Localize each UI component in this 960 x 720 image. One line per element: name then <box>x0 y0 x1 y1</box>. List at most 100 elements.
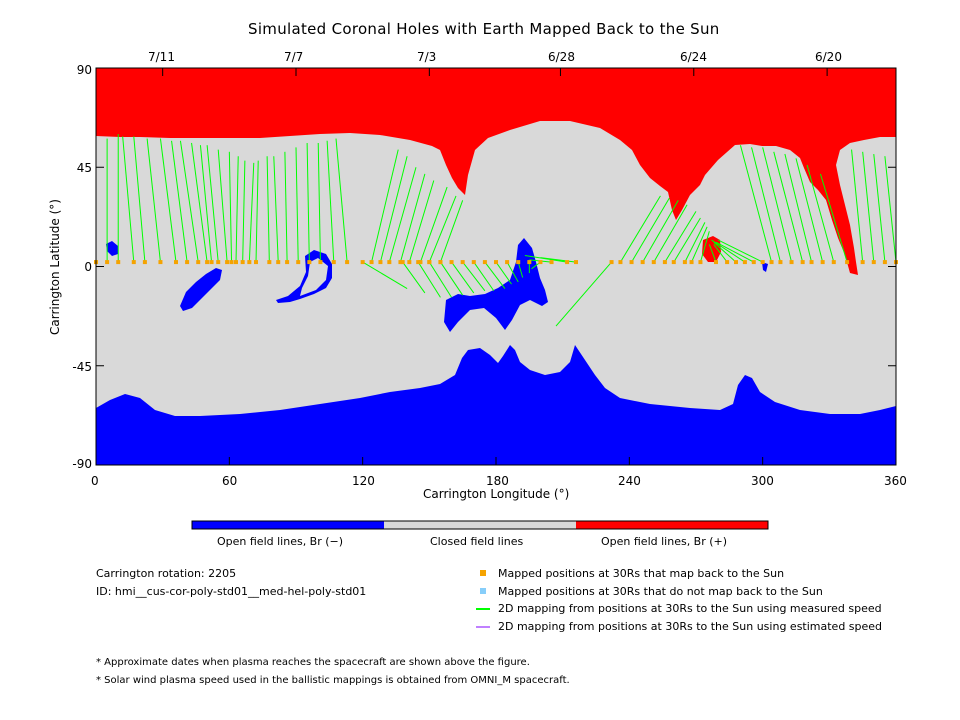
mapped-point <box>234 260 238 265</box>
mapping-line <box>691 226 708 263</box>
mapping-line <box>708 244 717 263</box>
mapping-line <box>242 160 246 263</box>
mapped-point <box>240 260 245 265</box>
mapped-point <box>574 260 578 265</box>
x-tick-label: 360 <box>884 474 907 488</box>
mapped-point <box>400 260 405 265</box>
mapped-point <box>438 260 443 265</box>
mapping-line <box>773 151 804 263</box>
axis-ticks <box>95 67 897 466</box>
mapping-line <box>462 261 486 292</box>
mapped-point <box>820 260 825 265</box>
mapped-point <box>698 260 703 265</box>
mapped-point <box>267 260 272 265</box>
mapping-line <box>699 231 710 263</box>
mapping-line <box>642 200 679 263</box>
x-tick-label: 120 <box>352 474 375 488</box>
blue-spike-302 <box>762 262 768 272</box>
colorbar-label-positive: Open field lines, Br (+) <box>601 535 728 548</box>
mapping-line <box>402 261 426 294</box>
mapped-point <box>345 260 350 265</box>
mapping-line <box>555 261 612 327</box>
mapped-point <box>369 260 374 265</box>
mapped-point <box>516 260 521 265</box>
colorbar-label-negative: Open field lines, Br (−) <box>217 535 344 548</box>
legend-label-unmapped: Mapped positions at 30Rs that do not map… <box>498 585 823 598</box>
mapped-point <box>640 260 645 265</box>
mapped-point <box>247 260 252 265</box>
mapped-point <box>116 260 121 265</box>
mapped-point <box>689 260 694 265</box>
mapped-point <box>360 260 365 265</box>
mapping-line <box>371 149 399 263</box>
legend-swatch-mapped <box>480 570 486 576</box>
mapping-line <box>217 149 228 263</box>
mapping-line <box>295 147 299 263</box>
mapped-point <box>205 260 210 265</box>
y-tick-label: 45 <box>76 161 92 175</box>
chart-title: Simulated Coronal Holes with Earth Mappe… <box>248 20 720 38</box>
mapping-line <box>428 195 457 263</box>
mapped-point <box>158 260 163 265</box>
colorbar-label-closed: Closed field lines <box>430 535 524 548</box>
mapping-line <box>362 261 408 289</box>
mapped-point <box>505 260 510 265</box>
y-tick-label: -45 <box>72 360 92 374</box>
legend-label-mapped: Mapped positions at 30Rs that map back t… <box>498 567 785 580</box>
mapped-point <box>331 260 336 265</box>
mapping-line <box>133 136 146 263</box>
x-tick-label: 60 <box>222 474 238 488</box>
mapped-point <box>882 260 887 265</box>
legend-label-measured: 2D mapping from positions at 30Rs to the… <box>498 602 882 615</box>
mapped-point <box>565 260 570 265</box>
mapping-line <box>206 145 219 263</box>
mapping-line <box>440 261 464 296</box>
top-date-label: 6/20 <box>815 50 842 64</box>
colorbar-frame <box>191 520 769 530</box>
mapped-point <box>609 260 614 265</box>
colorbar-negative <box>192 521 384 529</box>
mapped-point <box>549 260 554 265</box>
mapped-point <box>742 260 747 265</box>
mapping-line <box>762 147 793 263</box>
mapped-point <box>714 260 718 265</box>
mapped-point <box>800 260 805 265</box>
y-tick-label: 0 <box>84 260 92 274</box>
mapped-point <box>860 260 865 265</box>
mapped-point <box>845 260 850 265</box>
mapping-line <box>484 261 506 289</box>
mapping-line <box>517 261 524 278</box>
mapping-line <box>326 140 335 263</box>
mapping-line <box>335 138 348 263</box>
mapping-line <box>664 211 697 263</box>
mapping-line <box>784 153 813 263</box>
mapping-line <box>228 151 233 263</box>
mapped-point <box>651 260 656 265</box>
colorbar-positive <box>576 521 768 529</box>
mapping-line <box>717 239 763 263</box>
mapping-line <box>255 160 259 263</box>
mapped-point <box>142 260 147 265</box>
mapped-point <box>769 260 774 265</box>
x-axis-label: Carrington Longitude (°) <box>423 487 570 501</box>
mapping-line <box>851 149 864 263</box>
y-axis-label: Carrington Latitude (°) <box>48 199 62 335</box>
legend-line-estimated <box>476 626 490 628</box>
mapping-line <box>439 200 464 263</box>
mapping-line <box>284 151 288 263</box>
mapping-line <box>631 197 670 263</box>
x-tick-label: 240 <box>618 474 641 488</box>
mapped-point <box>671 260 676 265</box>
mapping-line <box>506 261 519 283</box>
mapping-line <box>419 186 448 263</box>
top-date-label: 7/3 <box>417 50 437 64</box>
mapping-line <box>620 195 661 263</box>
mapping-line <box>428 261 452 298</box>
mapping-line <box>795 158 824 263</box>
mapping-line <box>171 140 188 263</box>
mapping-line <box>273 156 279 263</box>
mapped-point <box>538 260 543 265</box>
mapped-point <box>725 260 730 265</box>
blue-hole-ring <box>276 250 332 303</box>
y-tick-label: -90 <box>72 457 92 471</box>
